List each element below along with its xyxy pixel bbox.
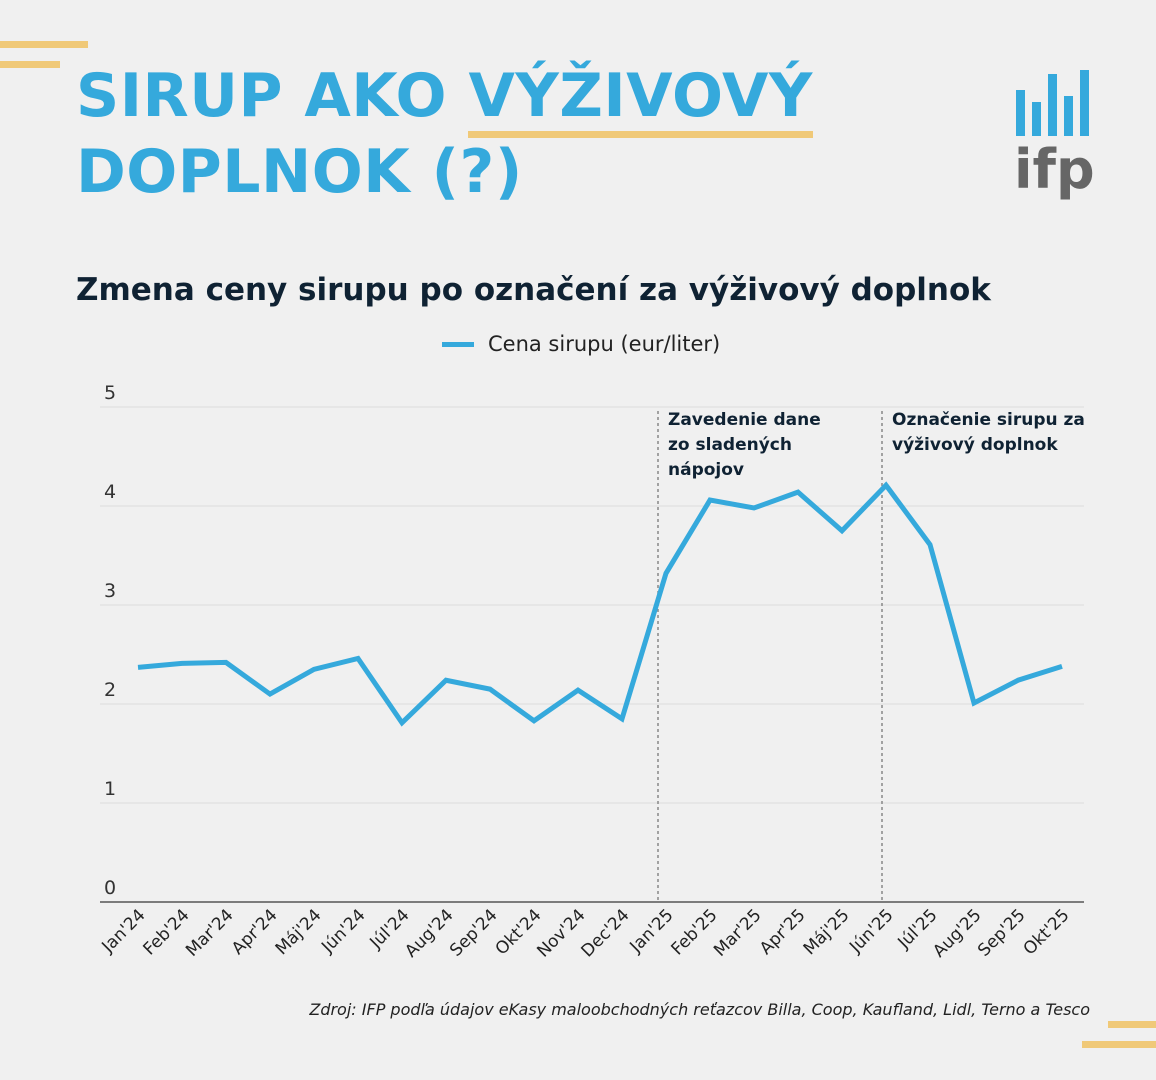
legend: Cena sirupu (eur/liter): [442, 332, 720, 356]
annotation-label: výživový doplnok: [892, 435, 1058, 455]
x-tick-label: Jún'25: [845, 905, 897, 957]
page-title: SIRUP AKO VÝŽIVOVÝ DOPLNOK (?): [76, 58, 813, 210]
ifp-logo: ifp: [1014, 70, 1094, 201]
x-tick-label: Okt'25: [1020, 905, 1074, 959]
x-tick-label: Jún'24: [317, 905, 369, 957]
x-tick-label: Máj'25: [800, 905, 854, 959]
y-tick-label: 4: [104, 481, 116, 503]
annotation-label: Zavedenie dane: [668, 410, 821, 430]
title-text: SIRUP AKO: [76, 61, 469, 131]
x-tick-label: Aug'25: [929, 905, 985, 961]
decor-bar: [1082, 1041, 1156, 1048]
annotation-label: Označenie sirupu za: [892, 410, 1085, 430]
x-tick-label: Jan'24: [98, 905, 150, 957]
annotation-label: zo sladených: [668, 435, 792, 455]
x-tick-label: Dec'24: [578, 905, 634, 961]
x-tick-label: Máj'24: [272, 905, 326, 959]
series-line: [137, 481, 1063, 727]
y-tick-label: 3: [104, 580, 116, 602]
annotation-label: nápojov: [668, 460, 744, 480]
legend-label: Cena sirupu (eur/liter): [488, 332, 721, 356]
title-text: DOPLNOK (?): [76, 137, 523, 207]
x-tick-label: Apr'25: [756, 905, 810, 959]
x-tick-label: Apr'24: [228, 905, 282, 959]
chart-title: Zmena ceny sirupu po označení za výživov…: [76, 272, 991, 308]
y-tick-label: 1: [104, 778, 116, 800]
x-tick-label: Nov'24: [533, 905, 589, 961]
title-highlight: VÝŽIVOVÝ: [468, 61, 813, 138]
x-tick-label: Mar'24: [182, 905, 237, 960]
decor-bar: [0, 41, 88, 48]
x-tick-label: Aug'24: [401, 905, 457, 961]
y-tick-label: 5: [104, 382, 116, 404]
decor-bar: [0, 61, 60, 68]
source-note: Zdroj: IFP podľa údajov eKasy maloobchod…: [309, 1000, 1090, 1019]
y-tick-label: 2: [104, 679, 116, 701]
decor-bar: [1108, 1021, 1156, 1028]
x-tick-label: Jan'25: [626, 905, 678, 957]
x-tick-label: Sep'25: [974, 905, 1029, 960]
x-tick-label: Sep'24: [446, 905, 501, 960]
line-chart: 012345Jan'24Feb'24Mar'24Apr'24Máj'24Jún'…: [98, 382, 1085, 962]
svg-text:ifp: ifp: [1014, 138, 1094, 201]
x-tick-label: Mar'25: [710, 905, 765, 960]
y-tick-label: 0: [104, 877, 116, 899]
legend-swatch: [442, 341, 474, 347]
